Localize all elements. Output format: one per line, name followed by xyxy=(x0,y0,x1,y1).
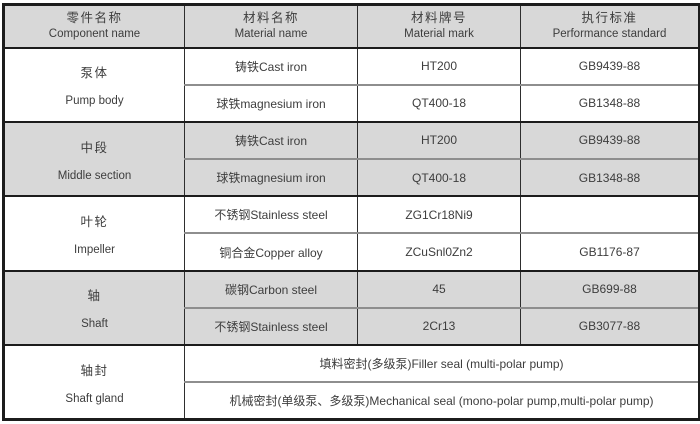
material-cell: 铸铁Cast iron xyxy=(184,120,358,160)
mark-cell: 45 xyxy=(357,269,521,309)
mark-cell: QT400-18 xyxy=(357,158,521,197)
component-zh: 轴 xyxy=(87,289,102,304)
standard-cell: GB9439-88 xyxy=(520,46,700,86)
seal-cell-filler: 填料密封(多级泵)Filler seal (multi-polar pump) xyxy=(184,343,700,383)
header-mark-zh: 材料牌号 xyxy=(410,11,467,26)
header-component-zh: 零件名称 xyxy=(66,11,123,26)
component-cell-pump-body: 泵体 Pump body xyxy=(3,46,185,123)
component-zh: 轴封 xyxy=(80,363,109,378)
standard-cell: GB3077-88 xyxy=(520,306,700,346)
mark-cell: ZCuSnl0Zn2 xyxy=(357,232,521,272)
material-cell: 碳钢Carbon steel xyxy=(184,269,358,309)
material-cell: 球铁magnesium iron xyxy=(184,158,358,197)
material-cell: 铸铁Cast iron xyxy=(184,46,358,86)
table-row: 机械密封(单级泵、多级泵)Mechanical seal (mono-polar… xyxy=(4,381,700,421)
mark-cell: HT200 xyxy=(357,46,521,86)
material-cell: 铜合金Copper alloy xyxy=(184,232,358,272)
standard-cell xyxy=(520,195,700,234)
table-row: 球铁magnesium iron QT400-18 GB1348-88 xyxy=(4,158,700,197)
header-material-zh: 材料名称 xyxy=(242,11,299,26)
standard-cell: GB1348-88 xyxy=(520,83,700,123)
header-mark-en: Material mark xyxy=(404,28,474,41)
component-cell-shaft-gland: 轴封 Shaft gland xyxy=(3,344,185,420)
component-cell-middle-section: 中段 Middle section xyxy=(3,120,185,197)
header-material-en: Material name xyxy=(234,28,308,41)
table-row: 轴封 Shaft gland 填料密封(多级泵)Filler seal (mul… xyxy=(3,343,700,420)
spec-table: 零件名称 Component name 材料名称 Material name 材… xyxy=(2,3,700,421)
header-component-en: Component name xyxy=(48,28,141,41)
table-row: 不锈钢Stainless steel 2Cr13 GB3077-88 xyxy=(4,306,700,346)
table-row: 轴 Shaft 碳钢Carbon steel 45 GB699-88 xyxy=(3,269,700,346)
standard-cell: GB1348-88 xyxy=(520,158,700,197)
standard-cell: GB9439-88 xyxy=(520,120,700,160)
mark-cell: HT200 xyxy=(357,120,521,160)
material-cell: 球铁magnesium iron xyxy=(184,83,358,123)
component-en: Shaft gland xyxy=(65,392,124,405)
component-cell-impeller: 叶轮 Impeller xyxy=(3,195,185,272)
material-cell: 不锈钢Stainless steel xyxy=(184,306,358,346)
material-cell: 不锈钢Stainless steel xyxy=(184,195,358,234)
component-en: Impeller xyxy=(74,243,115,256)
component-zh: 泵体 xyxy=(80,66,109,81)
table-row: 球铁magnesium iron QT400-18 GB1348-88 xyxy=(4,83,700,123)
component-zh: 叶轮 xyxy=(80,214,109,229)
seal-cell-mechanical: 机械密封(单级泵、多级泵)Mechanical seal (mono-polar… xyxy=(184,381,700,421)
component-en: Pump body xyxy=(65,95,124,108)
table-row: 叶轮 Impeller 不锈钢Stainless steel ZG1Cr18Ni… xyxy=(3,195,700,272)
table-row: 中段 Middle section 铸铁Cast iron HT200 GB94… xyxy=(3,120,700,197)
table-row: 铜合金Copper alloy ZCuSnl0Zn2 GB1176-87 xyxy=(4,232,700,272)
table-row: 泵体 Pump body 铸铁Cast iron HT200 GB9439-88 xyxy=(3,46,700,123)
header-row: 零件名称 Component name 材料名称 Material name 材… xyxy=(3,4,700,48)
component-cell-shaft: 轴 Shaft xyxy=(3,269,185,346)
standard-cell: GB1176-87 xyxy=(520,232,700,272)
header-cell-component: 零件名称 Component name xyxy=(3,4,185,48)
component-en: Middle section xyxy=(57,169,132,182)
standard-cell: GB699-88 xyxy=(520,269,700,309)
header-standard-zh: 执行标准 xyxy=(581,11,638,26)
component-en: Shaft xyxy=(81,318,108,331)
component-zh: 中段 xyxy=(80,140,109,155)
header-cell-material: 材料名称 Material name xyxy=(184,4,358,48)
mark-cell: QT400-18 xyxy=(357,83,521,123)
header-cell-mark: 材料牌号 Material mark xyxy=(357,4,521,48)
header-standard-en: Performance standard xyxy=(552,28,667,41)
mark-cell: 2Cr13 xyxy=(357,306,521,346)
mark-cell: ZG1Cr18Ni9 xyxy=(357,195,521,234)
header-cell-standard: 执行标准 Performance standard xyxy=(520,4,700,48)
